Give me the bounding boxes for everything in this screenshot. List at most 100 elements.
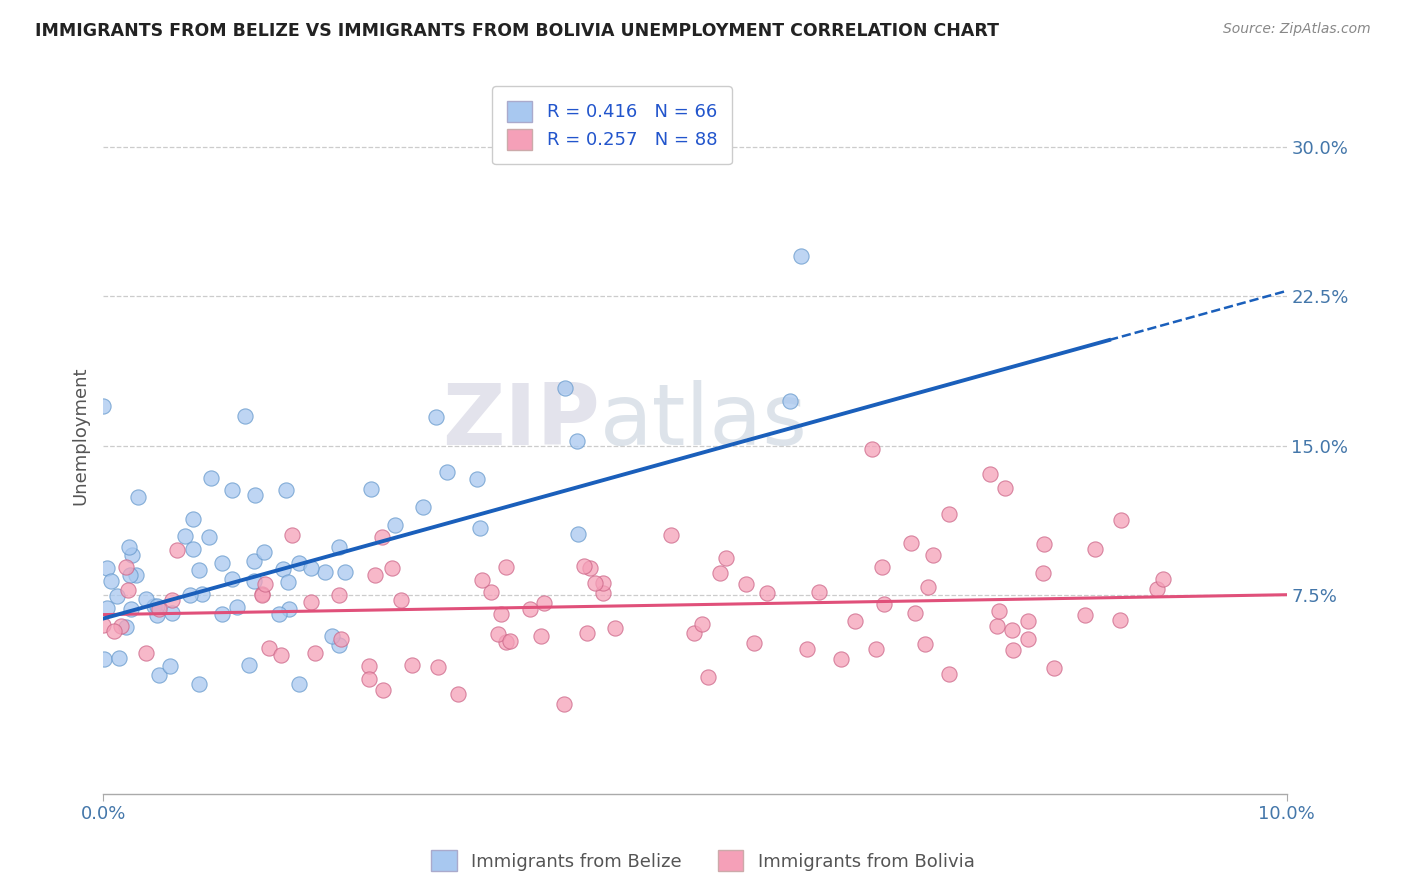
- Point: [389, 593, 412, 607]
- Point: [592, 585, 614, 599]
- Point: [436, 465, 458, 479]
- Legend: R = 0.416   N = 66, R = 0.257   N = 88: R = 0.416 N = 66, R = 0.257 N = 88: [492, 87, 731, 164]
- Point: [304, 646, 326, 660]
- Point: [592, 576, 614, 591]
- Point: [401, 658, 423, 673]
- Point: [121, 548, 143, 562]
- Point: [328, 540, 350, 554]
- Point: [252, 545, 274, 559]
- Point: [567, 434, 589, 448]
- Point: [160, 592, 183, 607]
- Point: [426, 659, 449, 673]
- Text: atlas: atlas: [600, 380, 808, 463]
- Point: [299, 561, 322, 575]
- Point: [1084, 542, 1107, 557]
- Point: [270, 648, 292, 662]
- Point: [479, 585, 502, 599]
- Point: [108, 651, 131, 665]
- Point: [93, 652, 115, 666]
- Point: [359, 659, 381, 673]
- Point: [447, 687, 470, 701]
- Point: [252, 588, 274, 602]
- Point: [465, 472, 488, 486]
- Point: [299, 595, 322, 609]
- Point: [110, 619, 132, 633]
- Point: [1032, 537, 1054, 551]
- Point: [553, 697, 575, 711]
- Point: [1146, 582, 1168, 597]
- Point: [1017, 632, 1039, 646]
- Point: [384, 518, 406, 533]
- Point: [979, 467, 1001, 481]
- Point: [938, 507, 960, 521]
- Point: [146, 608, 169, 623]
- Point: [986, 618, 1008, 632]
- Point: [148, 668, 170, 682]
- Point: [830, 652, 852, 666]
- Point: [742, 636, 765, 650]
- Point: [118, 540, 141, 554]
- Point: [287, 556, 309, 570]
- Point: [243, 488, 266, 502]
- Point: [159, 659, 181, 673]
- Point: [659, 528, 682, 542]
- Point: [211, 607, 233, 621]
- Point: [271, 562, 294, 576]
- Point: [471, 573, 494, 587]
- Point: [198, 530, 221, 544]
- Point: [288, 677, 311, 691]
- Point: [489, 607, 512, 621]
- Point: [994, 481, 1017, 495]
- Point: [697, 669, 720, 683]
- Point: [91, 399, 114, 413]
- Point: [1001, 624, 1024, 638]
- Point: [267, 607, 290, 621]
- Point: [381, 561, 404, 575]
- Point: [575, 626, 598, 640]
- Point: [904, 606, 927, 620]
- Point: [468, 521, 491, 535]
- Point: [530, 629, 553, 643]
- Point: [254, 577, 277, 591]
- Point: [498, 634, 520, 648]
- Point: [314, 565, 336, 579]
- Point: [1152, 572, 1174, 586]
- Point: [917, 580, 939, 594]
- Point: [735, 576, 758, 591]
- Point: [238, 657, 260, 672]
- Point: [860, 442, 883, 457]
- Point: [987, 604, 1010, 618]
- Point: [364, 568, 387, 582]
- Point: [567, 526, 589, 541]
- Point: [572, 558, 595, 573]
- Point: [1043, 661, 1066, 675]
- Point: [160, 606, 183, 620]
- Point: [321, 629, 343, 643]
- Point: [250, 587, 273, 601]
- Point: [166, 542, 188, 557]
- Legend: Immigrants from Belize, Immigrants from Bolivia: Immigrants from Belize, Immigrants from …: [425, 843, 981, 879]
- Point: [274, 483, 297, 498]
- Point: [135, 647, 157, 661]
- Point: [900, 536, 922, 550]
- Text: Source: ZipAtlas.com: Source: ZipAtlas.com: [1223, 22, 1371, 37]
- Point: [585, 575, 607, 590]
- Y-axis label: Unemployment: Unemployment: [72, 367, 89, 505]
- Point: [181, 542, 204, 557]
- Point: [495, 634, 517, 648]
- Point: [756, 586, 779, 600]
- Point: [120, 602, 142, 616]
- Point: [96, 560, 118, 574]
- Point: [117, 582, 139, 597]
- Point: [554, 381, 576, 395]
- Point: [148, 602, 170, 616]
- Point: [277, 574, 299, 589]
- Point: [1074, 607, 1097, 622]
- Point: [603, 621, 626, 635]
- Point: [360, 483, 382, 497]
- Point: [922, 548, 945, 562]
- Point: [174, 529, 197, 543]
- Point: [519, 602, 541, 616]
- Point: [188, 563, 211, 577]
- Point: [870, 560, 893, 574]
